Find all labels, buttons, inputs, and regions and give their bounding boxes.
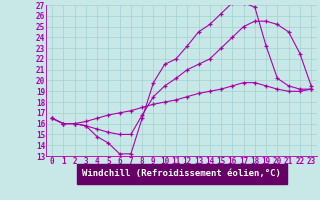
X-axis label: Windchill (Refroidissement éolien,°C): Windchill (Refroidissement éolien,°C) [82,169,281,178]
